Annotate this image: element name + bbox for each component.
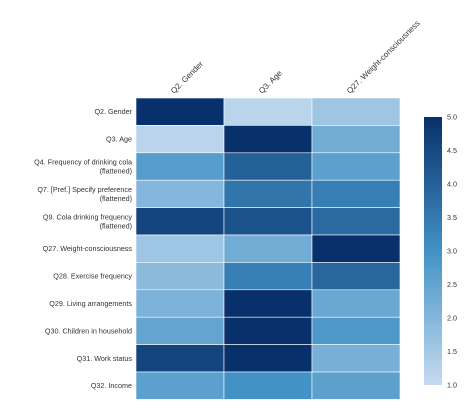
heatmap-cell [311,179,401,208]
row-label: Q30. Children in household [45,326,132,335]
heatmap-cell [311,125,401,154]
row-label: Q3. Age [106,135,132,144]
column-labels: Q2. Gender Q3. Age Q27. Weight-consciousne… [169,19,422,96]
heatmap-cell [223,152,313,181]
heatmap-cell [135,97,225,126]
heatmap-cell [135,316,225,345]
row-label: Q2. Gender [94,107,132,116]
heatmap-cell [135,262,225,291]
colorbar-tick-label: 3.0 [447,247,457,256]
row-label: Q28. Exercise frequency [53,272,132,281]
heatmap-cell [223,97,313,126]
heatmap-cell [223,344,313,373]
colorbar-tick-label: 5.0 [447,113,457,122]
heatmap-cell [135,152,225,181]
row-label: Q27. Weight-consciousness [43,244,133,253]
heatmap-cell [223,262,313,291]
heatmap-cell [223,316,313,345]
heatmap-cell [311,234,401,263]
heatmap-cell [311,289,401,318]
heatmap-cell [311,344,401,373]
column-label: Q27. Weight-consciousness [345,19,422,96]
row-label: Q4. Frequency of drinking cola (flattened… [34,158,132,176]
row-labels: Q2. Gender Q3. Age Q4. Frequency of drinki… [34,107,132,390]
colorbar-gradient [424,117,442,385]
colorbar-tick-label: 1.0 [447,381,457,390]
colorbar: 1.0 1.5 2.0 2.5 3.0 3.5 4.0 4.5 5.0 [424,113,457,390]
row-label: Q31. Work status [77,354,133,363]
heatmap-cell [311,152,401,181]
heatmap-cell [311,371,401,400]
colorbar-tick-label: 1.5 [447,347,457,356]
heatmap-cell [223,371,313,400]
heatmap-cell [311,207,401,236]
column-label: Q2. Gender [169,59,205,95]
heatmap-cell [311,316,401,345]
column-label: Q3. Age [257,68,284,95]
heatmap-cell [223,234,313,263]
colorbar-tick-label: 4.0 [447,180,457,189]
heatmap-cell [311,97,401,126]
heatmap-cell [223,179,313,208]
heatmap-cell [135,371,225,400]
heatmap-cell [223,125,313,154]
row-label: Q29. Living arrangements [49,299,132,308]
row-label: Q9. Cola drinking frequency (flattened) [43,212,132,230]
heatmap-cell [135,207,225,236]
colorbar-tick-label: 2.5 [447,280,457,289]
row-label: Q32. Income [91,381,132,390]
row-label: Q7. [Pref.] Specify preference (flattened… [37,185,132,203]
heatmap-cell [311,262,401,291]
heatmap-cell [223,289,313,318]
colorbar-tick-label: 3.5 [447,213,457,222]
colorbar-tick-label: 2.0 [447,314,457,323]
heatmap-cell [135,125,225,154]
heatmap-cell [135,344,225,373]
heatmap-cell [135,289,225,318]
colorbar-tick-label: 4.5 [447,146,457,155]
heatmap-cell [135,179,225,208]
heatmap-cells [135,97,401,400]
heatmap-cell [135,234,225,263]
heatmap-cell [223,207,313,236]
